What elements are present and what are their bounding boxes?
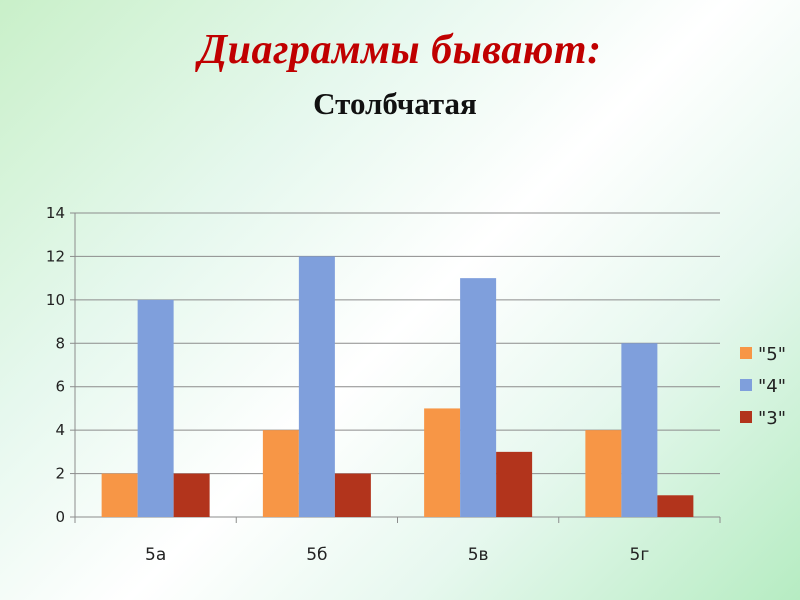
bar-5а-series-1 (101, 473, 138, 517)
bar-5б-series-1 (262, 430, 299, 517)
bar-5а-series-3 (173, 473, 210, 517)
bar-5г-series-1 (585, 430, 622, 517)
bar-5г-series-3 (657, 495, 694, 517)
y-tick-label: 8 (55, 334, 65, 352)
legend-label: "3" (758, 408, 786, 429)
bar-5б-series-3 (334, 473, 371, 517)
x-category-label: 5в (468, 545, 489, 565)
y-tick-label: 14 (46, 204, 65, 222)
y-tick-label: 4 (55, 421, 65, 439)
bar-5в-series-1 (424, 408, 461, 517)
x-category-label: 5б (306, 545, 327, 565)
bar-5а-series-2 (137, 299, 174, 517)
x-category-label: 5г (630, 545, 650, 565)
y-tick-label: 2 (55, 465, 65, 483)
legend-label: "4" (758, 376, 786, 397)
legend-swatch (740, 347, 752, 359)
legend-swatch (740, 411, 752, 423)
legend-label: "5" (758, 344, 786, 365)
y-tick-label: 6 (55, 378, 65, 396)
slide-title: Диаграммы бывают: (198, 27, 602, 73)
x-category-label: 5а (145, 545, 166, 565)
legend-swatch (740, 379, 752, 391)
y-tick-label: 12 (46, 247, 65, 265)
bar-5в-series-3 (496, 451, 533, 517)
bar-5б-series-2 (298, 256, 335, 517)
bar-5в-series-2 (460, 278, 497, 517)
y-tick-label: 10 (46, 291, 65, 309)
slide-subtitle: Столбчатая (313, 86, 477, 121)
y-tick-label: 0 (55, 508, 65, 526)
bar-5г-series-2 (621, 343, 658, 517)
